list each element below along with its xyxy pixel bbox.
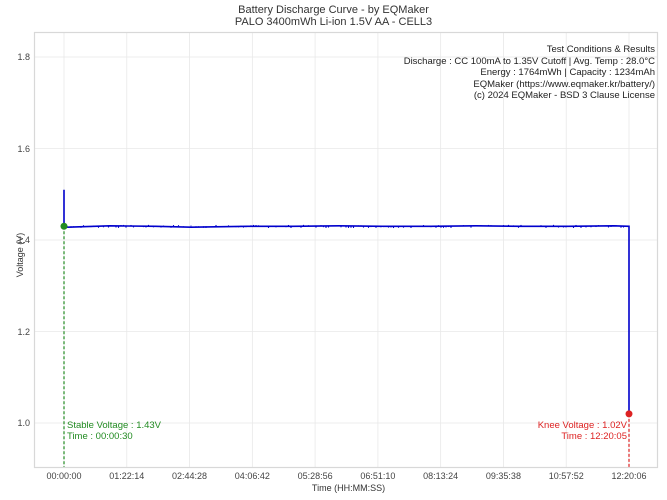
knee-voltage-annotation: Knee Voltage : 1.02V Time : 12:20:05 — [537, 420, 627, 442]
chart-subtitle: PALO 3400mWh Li-ion 1.5V AA - CELL3 — [234, 16, 433, 28]
y-tick: 1.6 — [17, 143, 30, 154]
plot-frame — [33, 31, 659, 469]
x-tick: 01:22:14 — [109, 471, 145, 481]
info-heading: Test Conditions & Results — [546, 44, 655, 55]
info-line: EQMaker (https://www.eqmaker.kr/battery/… — [473, 78, 655, 90]
curve-noise — [70, 224, 625, 229]
info-line: Discharge : CC 100mA to 1.35V Cutoff | A… — [403, 55, 655, 67]
y-axis-label: Voltage (V) — [15, 232, 25, 278]
marker-lines — [63, 226, 630, 467]
y-tick: 1.0 — [17, 418, 30, 428]
y-tick: 1.8 — [17, 52, 30, 62]
x-tick: 06:51:10 — [360, 471, 396, 481]
chart-title: Battery Discharge Curve - by EQMaker — [238, 4, 429, 16]
x-tick: 08:13:24 — [423, 471, 459, 481]
x-tick: 02:44:28 — [172, 471, 208, 481]
y-tick: 1.2 — [17, 326, 30, 337]
x-tick: 09:35:38 — [485, 471, 521, 481]
voltage-curve — [63, 189, 630, 414]
stable-voltage-annotation: Stable Voltage : 1.43V Time : 00:00:30 — [67, 420, 162, 442]
info-line: (c) 2024 EQMaker - BSD 3 Clause License — [473, 90, 655, 101]
x-tick: 12:20:06 — [611, 471, 647, 481]
markers — [60, 222, 633, 418]
x-tick: 04:06:42 — [234, 471, 270, 481]
info-line: Energy : 1764mWh | Capacity : 1234mAh — [480, 67, 655, 78]
x-tick: 00:00:00 — [46, 471, 82, 481]
grid-lines — [35, 33, 657, 467]
x-tick: 10:57:52 — [548, 471, 584, 481]
y-tick: 1.4 — [17, 235, 30, 245]
info-box: Test Conditions & Results Discharge : CC… — [404, 44, 655, 102]
x-tick: 05:28:56 — [297, 471, 333, 481]
x-axis-label: Time (HH:MM:SS) — [311, 483, 386, 493]
